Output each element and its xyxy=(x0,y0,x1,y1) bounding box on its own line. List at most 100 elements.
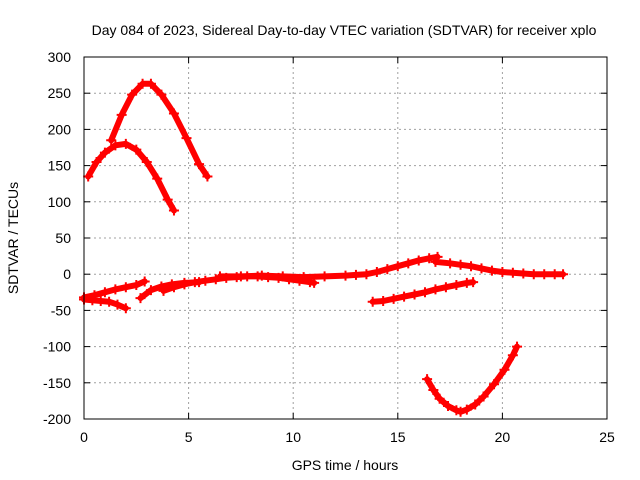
data-point xyxy=(539,269,550,280)
data-point xyxy=(382,264,393,275)
x-tick-label: 5 xyxy=(185,429,193,445)
data-point xyxy=(422,374,433,385)
series-line xyxy=(108,80,211,180)
data-point xyxy=(499,364,510,375)
data-point xyxy=(388,293,399,304)
data-point xyxy=(145,78,156,89)
data-point xyxy=(156,89,167,100)
data-point xyxy=(455,259,466,270)
series-line xyxy=(85,140,177,214)
data-point xyxy=(131,280,142,291)
data-point xyxy=(277,271,288,282)
y-tick-label: 150 xyxy=(48,158,72,174)
data-point xyxy=(152,173,163,184)
data-point xyxy=(112,299,123,310)
data-point xyxy=(141,156,152,167)
data-point xyxy=(181,133,192,144)
data-point xyxy=(399,291,410,302)
data-point xyxy=(507,267,518,278)
data-point xyxy=(507,350,518,361)
data-point xyxy=(451,280,462,291)
data-point xyxy=(424,253,435,264)
series-arc-3 xyxy=(79,276,150,303)
data-point xyxy=(168,282,179,293)
series-arc-2 xyxy=(83,138,179,216)
data-point xyxy=(137,78,148,89)
data-point xyxy=(256,270,267,281)
data-point xyxy=(145,285,156,296)
chart-title: Day 084 of 2023, Sidereal Day-to-day VTE… xyxy=(92,22,597,38)
data-point xyxy=(202,171,213,182)
series-arc-1 xyxy=(106,78,213,182)
data-point xyxy=(413,255,424,266)
data-point xyxy=(179,279,190,290)
x-tick-label: 25 xyxy=(599,429,615,445)
data-point xyxy=(116,109,127,120)
y-tick-label: -100 xyxy=(43,339,71,355)
series-line xyxy=(217,253,441,281)
data-point xyxy=(409,289,420,300)
y-tick-label: -200 xyxy=(43,411,71,427)
y-tick-label: 50 xyxy=(55,230,71,246)
data-point xyxy=(110,284,121,295)
data-point xyxy=(434,393,445,404)
data-point xyxy=(104,296,115,307)
y-tick-label: 200 xyxy=(48,121,72,137)
data-point xyxy=(214,271,225,282)
data-point xyxy=(127,89,138,100)
data-point xyxy=(367,296,378,307)
data-point xyxy=(194,159,205,170)
data-point xyxy=(549,269,560,280)
data-point xyxy=(87,295,98,306)
series-arc-7 xyxy=(214,251,443,283)
data-point xyxy=(470,399,481,410)
series-arc-9 xyxy=(367,277,479,307)
data-point xyxy=(428,385,439,396)
data-point xyxy=(139,276,150,287)
data-point xyxy=(158,285,169,296)
y-axis-label: SDTVAR / TECUs xyxy=(5,182,21,294)
data-point xyxy=(131,144,142,155)
series-arc-10 xyxy=(422,341,523,417)
x-tick-label: 0 xyxy=(80,429,88,445)
data-point xyxy=(445,258,456,269)
data-point xyxy=(200,275,211,286)
data-point xyxy=(403,258,414,269)
data-point xyxy=(83,171,94,182)
data-point xyxy=(162,194,173,205)
data-point xyxy=(419,287,430,298)
x-tick-label: 20 xyxy=(495,429,511,445)
data-point xyxy=(91,156,102,167)
y-tick-label: -150 xyxy=(43,375,71,391)
data-point xyxy=(476,263,487,274)
data-point xyxy=(168,205,179,216)
data-point xyxy=(110,140,121,151)
data-point xyxy=(440,282,451,293)
data-point xyxy=(466,261,477,272)
data-point xyxy=(298,272,309,283)
data-point xyxy=(120,282,131,293)
data-point xyxy=(478,391,489,402)
y-tick-label: 250 xyxy=(48,85,72,101)
x-axis-label: GPS time / hours xyxy=(292,457,399,473)
data-point xyxy=(497,267,508,278)
data-point xyxy=(168,108,179,119)
y-tick-label: 300 xyxy=(48,49,72,65)
data-point xyxy=(99,287,110,298)
y-tick-label: -50 xyxy=(51,302,71,318)
y-tick-label: 0 xyxy=(63,266,71,282)
data-point xyxy=(468,277,479,288)
data-point xyxy=(340,270,351,281)
data-point xyxy=(189,277,200,288)
data-point xyxy=(350,269,361,280)
ticks: 0 5 10 15 20 25 -200 -150 -100 -50 0 50 100 150 200 250… xyxy=(43,49,615,445)
x-tick-label: 15 xyxy=(390,429,406,445)
y-tick-label: 100 xyxy=(48,194,72,210)
series-arc-8 xyxy=(430,256,569,280)
x-tick-label: 10 xyxy=(285,429,301,445)
data-point xyxy=(430,284,441,295)
data-point xyxy=(371,267,382,278)
data-point xyxy=(558,269,569,280)
data-point xyxy=(361,269,372,280)
